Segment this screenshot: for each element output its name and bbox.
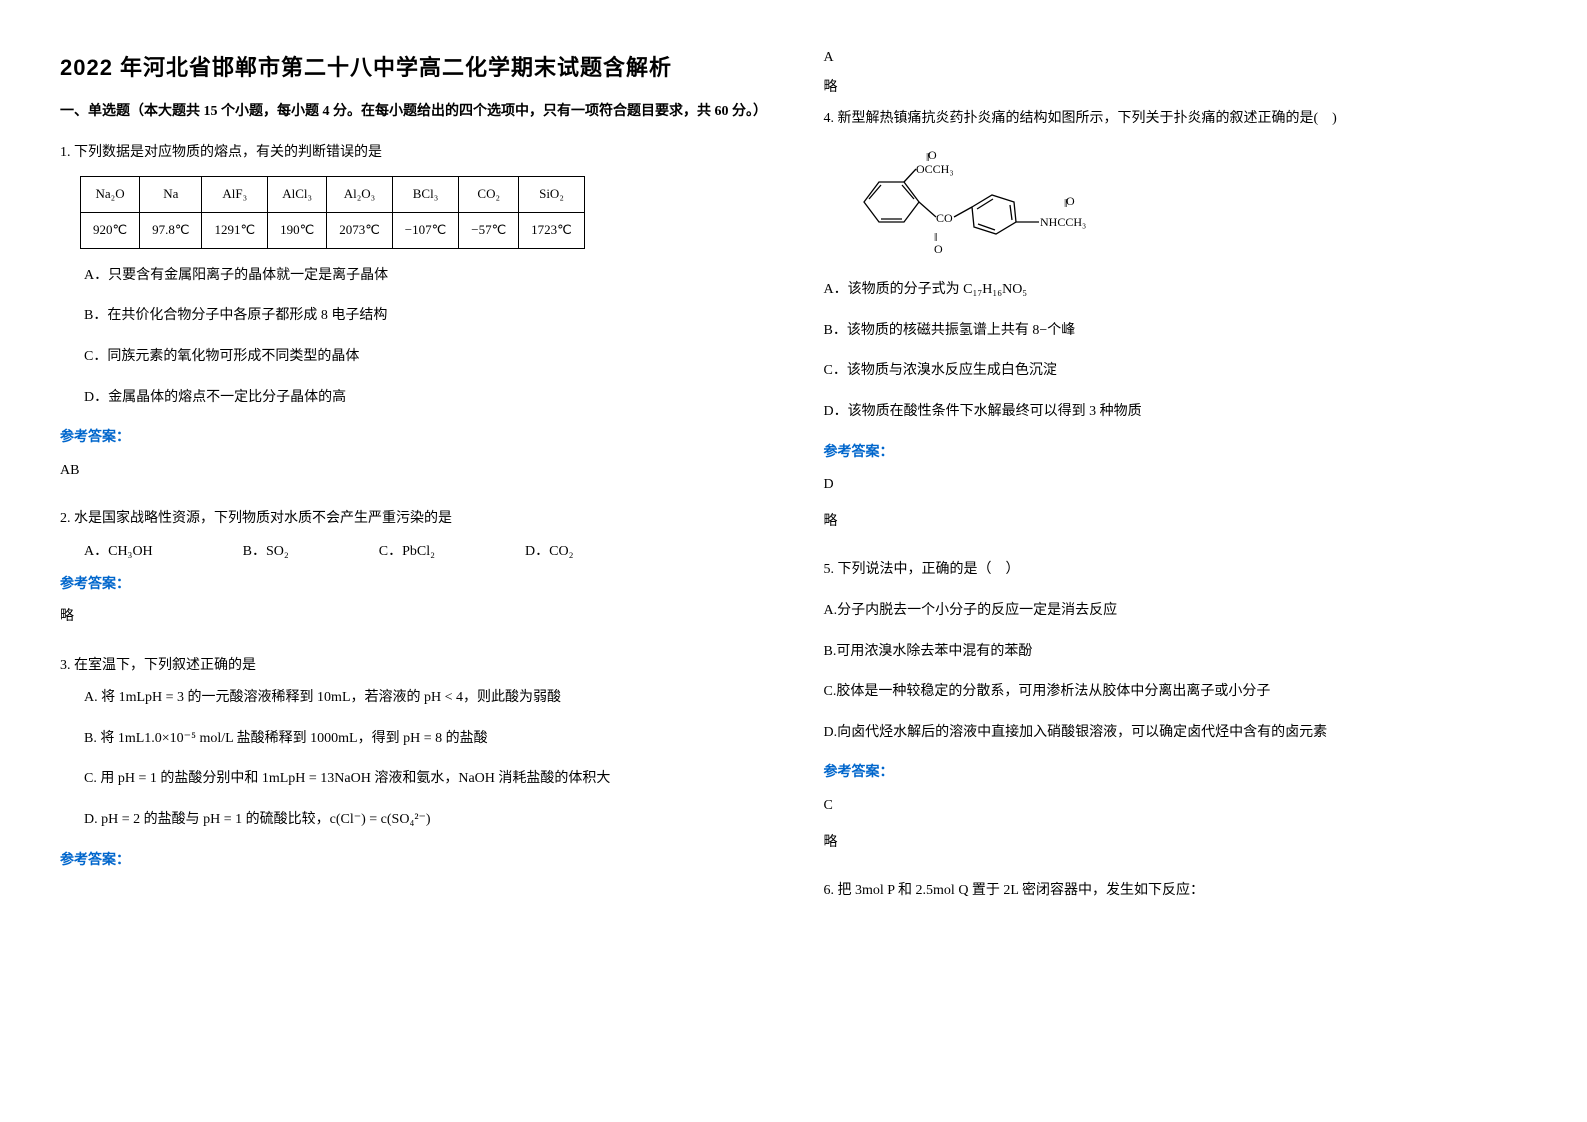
table-row: Na₂O Na AlF₃ AlCl₃ Al₂O₃ BCl₃ CO₂ SiO₂ <box>81 177 585 213</box>
q5-stem: 5. 下列说法中，正确的是（ ） <box>824 557 1528 584</box>
q5-option-a: A.分子内脱去一个小分子的反应一定是消去反应 <box>824 598 1528 625</box>
table-cell: 97.8℃ <box>140 213 202 249</box>
question-2: 2. 水是国家战略性资源，下列物质对水质不会产生严重污染的是 A．CH₃OH B… <box>60 506 764 640</box>
q4-answer-label: 参考答案： <box>824 440 1528 467</box>
table-cell: 190℃ <box>268 213 327 249</box>
q4-stem: 4. 新型解热镇痛抗炎药扑炎痛的结构如图所示，下列关于扑炎痛的叙述正确的是( ) <box>824 106 1528 133</box>
q3-answer-top: A <box>824 50 1528 66</box>
question-6: 6. 把 3mol P 和 2.5mol Q 置于 2L 密闭容器中，发生如下反… <box>824 878 1528 911</box>
q1-answer: AB <box>60 458 764 485</box>
q1-option-a: A．只要含有金属阳离子的晶体就一定是离子晶体 <box>84 263 764 290</box>
q1-option-b: B．在共价化合物分子中各原子都形成 8 电子结构 <box>84 303 764 330</box>
table-cell: Al₂O₃ <box>327 177 393 213</box>
table-cell: AlF₃ <box>202 177 268 213</box>
q5-option-d: D.向卤代烃水解后的溶液中直接加入硝酸银溶液，可以确定卤代烃中含有的卤元素 <box>824 720 1528 747</box>
table-cell: 2073℃ <box>327 213 393 249</box>
question-5: 5. 下列说法中，正确的是（ ） A.分子内脱去一个小分子的反应一定是消去反应 … <box>824 557 1528 866</box>
q3-answer-bottom: 略 <box>824 76 1528 96</box>
molecule-structure: O ‖ OCCH₃ CO ‖ O O ‖ NHCCH₃ <box>844 147 1124 257</box>
q3-stem: 3. 在室温下，下列叙述正确的是 <box>60 653 764 680</box>
q2-options: A．CH₃OH B．SO₂ C．PbCl₂ D．CO₂ <box>84 539 764 566</box>
q3-options: A. 将 1mLpH = 3 的一元酸溶液稀释到 10mL，若溶液的 pH < … <box>84 685 764 833</box>
table-cell: 920℃ <box>81 213 140 249</box>
q5-answer: C <box>824 793 1528 820</box>
mol-o-bottom: O <box>934 242 943 256</box>
q3-answer-label: 参考答案： <box>60 848 764 875</box>
q4-option-c: C．该物质与浓溴水反应生成白色沉淀 <box>824 358 1528 385</box>
q5-option-b: B.可用浓溴水除去苯中混有的苯酚 <box>824 639 1528 666</box>
q1-option-c: C．同族元素的氧化物可形成不同类型的晶体 <box>84 344 764 371</box>
q2-stem: 2. 水是国家战略性资源，下列物质对水质不会产生严重污染的是 <box>60 506 764 533</box>
table-cell: CO₂ <box>459 177 519 213</box>
q1-option-d: D．金属晶体的熔点不一定比分子晶体的高 <box>84 385 764 412</box>
left-column: 2022 年河北省邯郸市第二十八中学高二化学期末试题含解析 一、单选题（本大题共… <box>60 50 764 923</box>
table-cell: BCl₃ <box>392 177 458 213</box>
table-cell: Na₂O <box>81 177 140 213</box>
svg-text:‖: ‖ <box>1064 196 1067 210</box>
q3-option-c: C. 用 pH = 1 的盐酸分别中和 1mLpH = 13NaOH 溶液和氨水… <box>84 766 764 793</box>
question-1: 1. 下列数据是对应物质的熔点，有关的判断错误的是 Na₂O Na AlF₃ A… <box>60 140 764 495</box>
table-cell: 1291℃ <box>202 213 268 249</box>
mol-co: CO <box>936 211 953 225</box>
q1-stem: 1. 下列数据是对应物质的熔点，有关的判断错误的是 <box>60 140 764 167</box>
q4-answer-2: 略 <box>824 509 1528 536</box>
table-cell: SiO₂ <box>519 177 585 213</box>
q1-answer-label: 参考答案： <box>60 425 764 452</box>
table-cell: −57℃ <box>459 213 519 249</box>
mol-occh3: OCCH₃ <box>916 162 954 176</box>
table-cell: 1723℃ <box>519 213 585 249</box>
q2-option-c: C．PbCl₂ <box>379 539 435 566</box>
q4-option-d: D．该物质在酸性条件下水解最终可以得到 3 种物质 <box>824 399 1528 426</box>
q2-option-b: B．SO₂ <box>243 539 289 566</box>
exam-title: 2022 年河北省邯郸市第二十八中学高二化学期末试题含解析 <box>60 50 764 82</box>
q4-answer: D <box>824 472 1528 499</box>
q5-answer-label: 参考答案： <box>824 760 1528 787</box>
q1-options: A．只要含有金属阳离子的晶体就一定是离子晶体 B．在共价化合物分子中各原子都形成… <box>84 263 764 411</box>
table-row: 920℃ 97.8℃ 1291℃ 190℃ 2073℃ −107℃ −57℃ 1… <box>81 213 585 249</box>
q2-option-a: A．CH₃OH <box>84 539 153 566</box>
question-4: 4. 新型解热镇痛抗炎药扑炎痛的结构如图所示，下列关于扑炎痛的叙述正确的是( ) <box>824 106 1528 545</box>
q2-answer: 略 <box>60 604 764 631</box>
section-1-intro: 一、单选题（本大题共 15 个小题，每小题 4 分。在每小题给出的四个选项中，只… <box>60 100 764 124</box>
q5-answer-2: 略 <box>824 830 1528 857</box>
q3-option-b: B. 将 1mL1.0×10⁻⁵ mol/L 盐酸稀释到 1000mL，得到 p… <box>84 726 764 753</box>
table-cell: −107℃ <box>392 213 458 249</box>
table-cell: Na <box>140 177 202 213</box>
q4-option-b: B．该物质的核磁共振氢谱上共有 8−个峰 <box>824 318 1528 345</box>
q6-stem: 6. 把 3mol P 和 2.5mol Q 置于 2L 密闭容器中，发生如下反… <box>824 878 1528 905</box>
q2-option-d: D．CO₂ <box>525 539 573 566</box>
q3-option-d: D. pH = 2 的盐酸与 pH = 1 的硫酸比较，c(Cl⁻) = c(S… <box>84 807 764 834</box>
q3-option-a: A. 将 1mLpH = 3 的一元酸溶液稀释到 10mL，若溶液的 pH < … <box>84 685 764 712</box>
q1-table: Na₂O Na AlF₃ AlCl₃ Al₂O₃ BCl₃ CO₂ SiO₂ 9… <box>80 176 585 248</box>
mol-nhcch3: NHCCH₃ <box>1040 215 1086 229</box>
q4-option-a: A．该物质的分子式为 C₁₇H₁₆NO₅ <box>824 277 1528 304</box>
right-column: A 略 4. 新型解热镇痛抗炎药扑炎痛的结构如图所示，下列关于扑炎痛的叙述正确的… <box>824 50 1528 923</box>
table-cell: AlCl₃ <box>268 177 327 213</box>
question-3: 3. 在室温下，下列叙述正确的是 A. 将 1mLpH = 3 的一元酸溶液稀释… <box>60 653 764 881</box>
q5-option-c: C.胶体是一种较稳定的分散系，可用渗析法从胶体中分离出离子或小分子 <box>824 679 1528 706</box>
q2-answer-label: 参考答案： <box>60 572 764 599</box>
